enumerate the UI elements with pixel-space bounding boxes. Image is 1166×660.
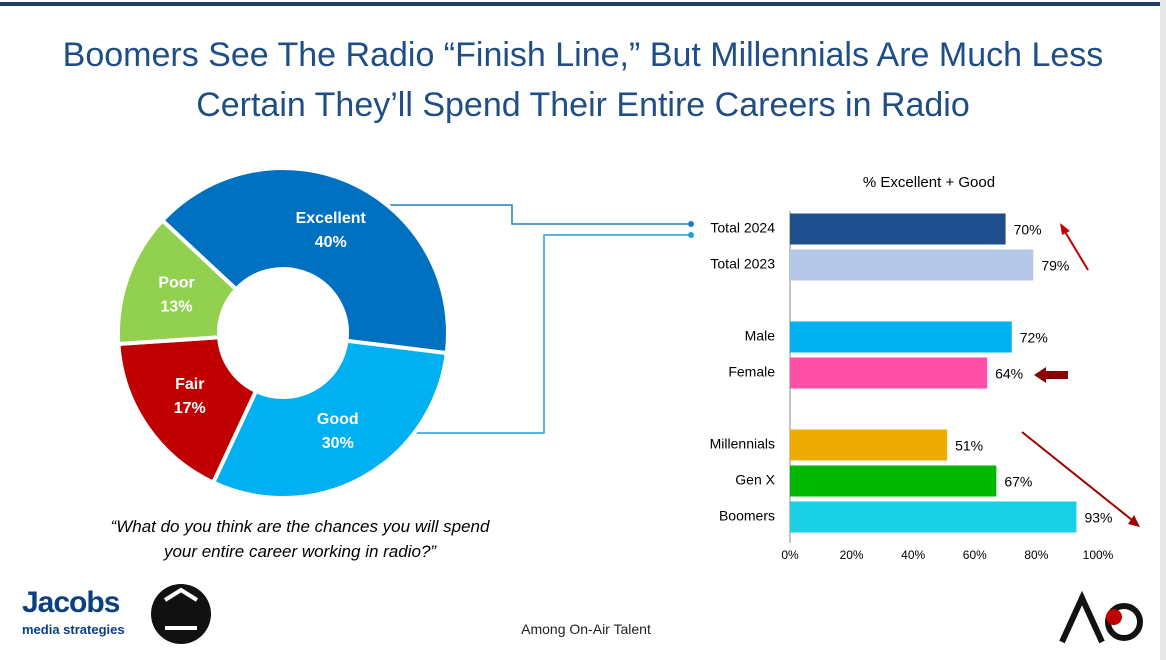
logo-tagline: media strategies <box>22 622 125 637</box>
slice-value: 17% <box>174 400 206 417</box>
bar-value: 93% <box>1084 510 1112 526</box>
question: “What do you think are the chances you w… <box>110 517 490 561</box>
slice-label: Poor <box>158 274 194 291</box>
x-tick-label: 80% <box>1024 548 1048 562</box>
bar <box>790 357 988 389</box>
bar <box>790 249 1034 281</box>
donut-slice <box>159 166 450 356</box>
connector-dot <box>688 232 694 238</box>
donut-slice <box>116 335 259 486</box>
x-tick-label: 40% <box>901 548 925 562</box>
slice-value: 40% <box>315 234 347 251</box>
slice-label: Good <box>317 411 359 428</box>
bar-category: Total 2024 <box>710 220 775 236</box>
bar-category: Millennials <box>710 436 775 452</box>
slice-label: Fair <box>175 376 204 393</box>
msbc-logo <box>151 584 211 644</box>
bar-category: Female <box>728 364 775 380</box>
bar <box>790 213 1006 245</box>
slice-label: Excellent <box>296 210 367 227</box>
connector-dot <box>688 221 694 227</box>
bar <box>790 465 997 497</box>
bar-category: Boomers <box>719 508 775 524</box>
bar-value: 64% <box>995 366 1023 382</box>
slice-value: 30% <box>322 435 354 452</box>
right-edge <box>1160 0 1166 660</box>
bar-value: 70% <box>1014 222 1042 238</box>
bar-value: 67% <box>1004 474 1032 490</box>
top-border <box>0 2 1166 6</box>
bar-value: 79% <box>1041 258 1069 274</box>
bar <box>790 501 1077 533</box>
logo-name: Jacobs <box>22 586 120 619</box>
x-tick-label: 60% <box>963 548 987 562</box>
trend-arrows <box>1021 223 1140 527</box>
donut-slice <box>210 338 450 500</box>
x-tick-label: 20% <box>840 548 864 562</box>
bar <box>790 429 948 461</box>
bar-value: 72% <box>1020 330 1048 346</box>
chart-title: % Excellent + Good <box>863 174 995 191</box>
footer: Among On-Air Talent <box>521 621 651 637</box>
bar-category: Male <box>745 328 776 344</box>
connector <box>388 204 690 225</box>
donut-slice <box>116 217 240 347</box>
connector <box>410 234 690 434</box>
bar <box>790 321 1012 353</box>
slice-value: 13% <box>161 298 193 315</box>
bar-value: 51% <box>955 438 983 454</box>
bar-category: Gen X <box>735 472 775 488</box>
slide-title: Boomers See The Radio “Finish Line,” But… <box>62 36 1104 124</box>
x-tick-label: 100% <box>1083 548 1114 562</box>
x-tick-label: 0% <box>781 548 799 562</box>
aq-logo <box>1059 590 1143 644</box>
bar-category: Total 2023 <box>710 256 775 272</box>
